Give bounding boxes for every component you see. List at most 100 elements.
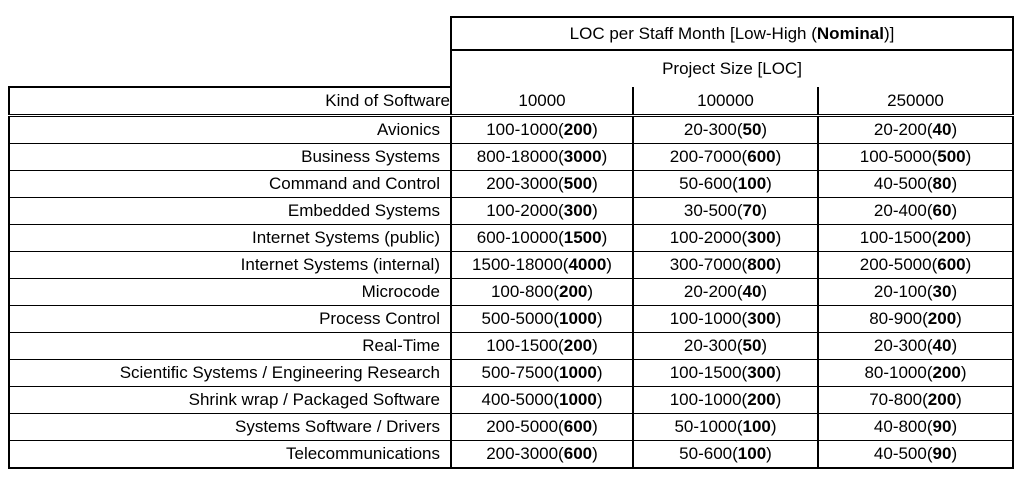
loc-range-cell: 600-10000(1500): [450, 224, 633, 252]
loc-range-cell: 20-100(30): [816, 278, 1015, 306]
loc-range-cell: 400-5000(1000): [450, 386, 633, 414]
kind-of-software-cell: Microcode: [8, 278, 452, 306]
size-column-header-250000: 250000: [816, 87, 1015, 117]
header-row-subtitle: Project Size [LOC]: [9, 50, 1015, 87]
loc-range-cell: 1500-18000(4000): [450, 251, 633, 279]
nominal-value: 500: [937, 147, 966, 166]
nominal-value: 300: [747, 363, 776, 382]
nominal-value: 1500: [563, 228, 602, 247]
loc-range-cell: 100-800(200): [450, 278, 633, 306]
table-row: Embedded Systems 100-2000(300) 30-500(70) 2…: [8, 197, 1015, 225]
project-size-header: Project Size [LOC]: [449, 50, 1015, 87]
loc-range-cell: 100-5000(500): [816, 143, 1015, 171]
loc-range-cell: 300-7000(800): [632, 251, 818, 279]
nominal-value: 200: [932, 363, 961, 382]
table-row: Internet Systems (public) 600-10000(1500)…: [8, 224, 1015, 252]
nominal-value: 40: [932, 120, 952, 139]
loc-range-cell: 20-300(50): [632, 115, 818, 144]
table-row: Shrink wrap / Packaged Software 400-5000(…: [8, 386, 1015, 414]
kind-of-software-cell: Systems Software / Drivers: [8, 413, 452, 441]
loc-range-cell: 40-500(90): [816, 440, 1015, 469]
header-row-title: LOC per Staff Month [Low-High (Nominal)]: [9, 16, 1015, 51]
loc-range-cell: 500-5000(1000): [450, 305, 633, 333]
nominal-value: 1000: [559, 390, 597, 409]
loc-range-cell: 100-1500(300): [632, 359, 818, 387]
table-title-bold: Nominal: [816, 23, 884, 43]
table-row: Telecommunications 200-3000(600) 50-600(10…: [8, 440, 1015, 469]
nominal-value: 200: [559, 282, 588, 301]
nominal-value: 80: [932, 174, 952, 193]
loc-range-cell: 20-200(40): [632, 278, 818, 306]
table-row: Scientific Systems / Engineering Researc…: [8, 359, 1015, 387]
loc-range-cell: 200-3000(600): [450, 440, 633, 469]
loc-range-cell: 80-1000(200): [816, 359, 1015, 387]
table-row: Business Systems 800-18000(3000) 200-7000(…: [8, 143, 1015, 171]
kind-of-software-cell: Business Systems: [8, 143, 452, 171]
loc-range-cell: 500-7500(1000): [450, 359, 633, 387]
loc-range-cell: 50-600(100): [632, 170, 818, 198]
nominal-value: 200: [937, 228, 966, 247]
nominal-value: 500: [563, 174, 593, 193]
table-body: Avionics 100-1000(200) 20-300(50) 20-200(40…: [8, 115, 1015, 469]
nominal-value: 4000: [568, 255, 607, 274]
kind-of-software-cell: Avionics: [8, 115, 452, 144]
loc-range-cell: 200-3000(500): [450, 170, 633, 198]
nominal-value: 3000: [563, 147, 602, 166]
loc-range-cell: 40-800(90): [816, 413, 1015, 441]
size-column-header-10000: 10000: [450, 87, 633, 117]
loc-range-cell: 20-300(40): [816, 332, 1015, 360]
loc-range-cell: 20-300(50): [632, 332, 818, 360]
loc-range-cell: 70-800(200): [816, 386, 1015, 414]
table-title-suffix: )]: [883, 23, 895, 43]
nominal-value: 50: [742, 336, 762, 355]
empty-corner-cell: [9, 17, 451, 50]
loc-range-cell: 30-500(70): [632, 197, 818, 225]
loc-range-cell: 100-2000(300): [450, 197, 633, 225]
nominal-value: 600: [747, 147, 776, 166]
loc-range-cell: 100-1000(200): [632, 386, 818, 414]
nominal-value: 1000: [559, 363, 597, 382]
nominal-value: 200: [563, 336, 593, 355]
loc-range-cell: 80-900(200): [816, 305, 1015, 333]
table-row: Real-Time 100-1500(200) 20-300(50) 20-300(4…: [8, 332, 1015, 360]
loc-range-cell: 200-5000(600): [816, 251, 1015, 279]
kind-of-software-cell: Real-Time: [8, 332, 452, 360]
kind-of-software-header: Kind of Software: [8, 86, 452, 117]
loc-range-cell: 50-1000(100): [632, 413, 818, 441]
size-column-header-100000: 100000: [632, 87, 818, 117]
nominal-value: 600: [937, 255, 966, 274]
nominal-value: 60: [932, 201, 952, 220]
loc-range-cell: 20-200(40): [816, 115, 1015, 144]
nominal-value: 90: [932, 444, 952, 463]
header-row-columns: Kind of Software 10000 100000 250000: [8, 86, 1015, 117]
kind-of-software-cell: Scientific Systems / Engineering Researc…: [8, 359, 452, 387]
table-row: Process Control 500-5000(1000) 100-1000(30…: [8, 305, 1015, 333]
loc-range-cell: 40-500(80): [816, 170, 1015, 198]
nominal-value: 200: [747, 390, 776, 409]
nominal-value: 100: [742, 417, 771, 436]
loc-range-cell: 200-7000(600): [632, 143, 818, 171]
loc-range-cell: 100-2000(300): [632, 224, 818, 252]
kind-of-software-cell: Internet Systems (internal): [8, 251, 452, 279]
nominal-value: 300: [563, 201, 593, 220]
kind-of-software-cell: Shrink wrap / Packaged Software: [8, 386, 452, 414]
loc-range-cell: 50-600(100): [632, 440, 818, 469]
nominal-value: 800: [747, 255, 776, 274]
loc-range-cell: 100-1500(200): [816, 224, 1015, 252]
nominal-value: 40: [742, 282, 762, 301]
nominal-value: 200: [927, 309, 957, 328]
nominal-value: 200: [563, 120, 593, 139]
table-row: Systems Software / Drivers 200-5000(600) 5…: [8, 413, 1015, 441]
nominal-value: 300: [747, 228, 776, 247]
loc-per-staff-month-table: LOC per Staff Month [Low-High (Nominal)]…: [8, 16, 1015, 469]
nominal-value: 300: [747, 309, 776, 328]
empty-corner-cell: [9, 50, 451, 87]
loc-range-cell: 200-5000(600): [450, 413, 633, 441]
loc-range-cell: 100-1000(200): [450, 115, 633, 144]
table-title-prefix: LOC per Staff Month [Low-High (: [569, 23, 817, 43]
kind-of-software-cell: Telecommunications: [8, 440, 452, 469]
table-row: Internet Systems (internal) 1500-18000(40…: [8, 251, 1015, 279]
loc-range-cell: 100-1500(200): [450, 332, 633, 360]
kind-of-software-cell: Internet Systems (public): [8, 224, 452, 252]
